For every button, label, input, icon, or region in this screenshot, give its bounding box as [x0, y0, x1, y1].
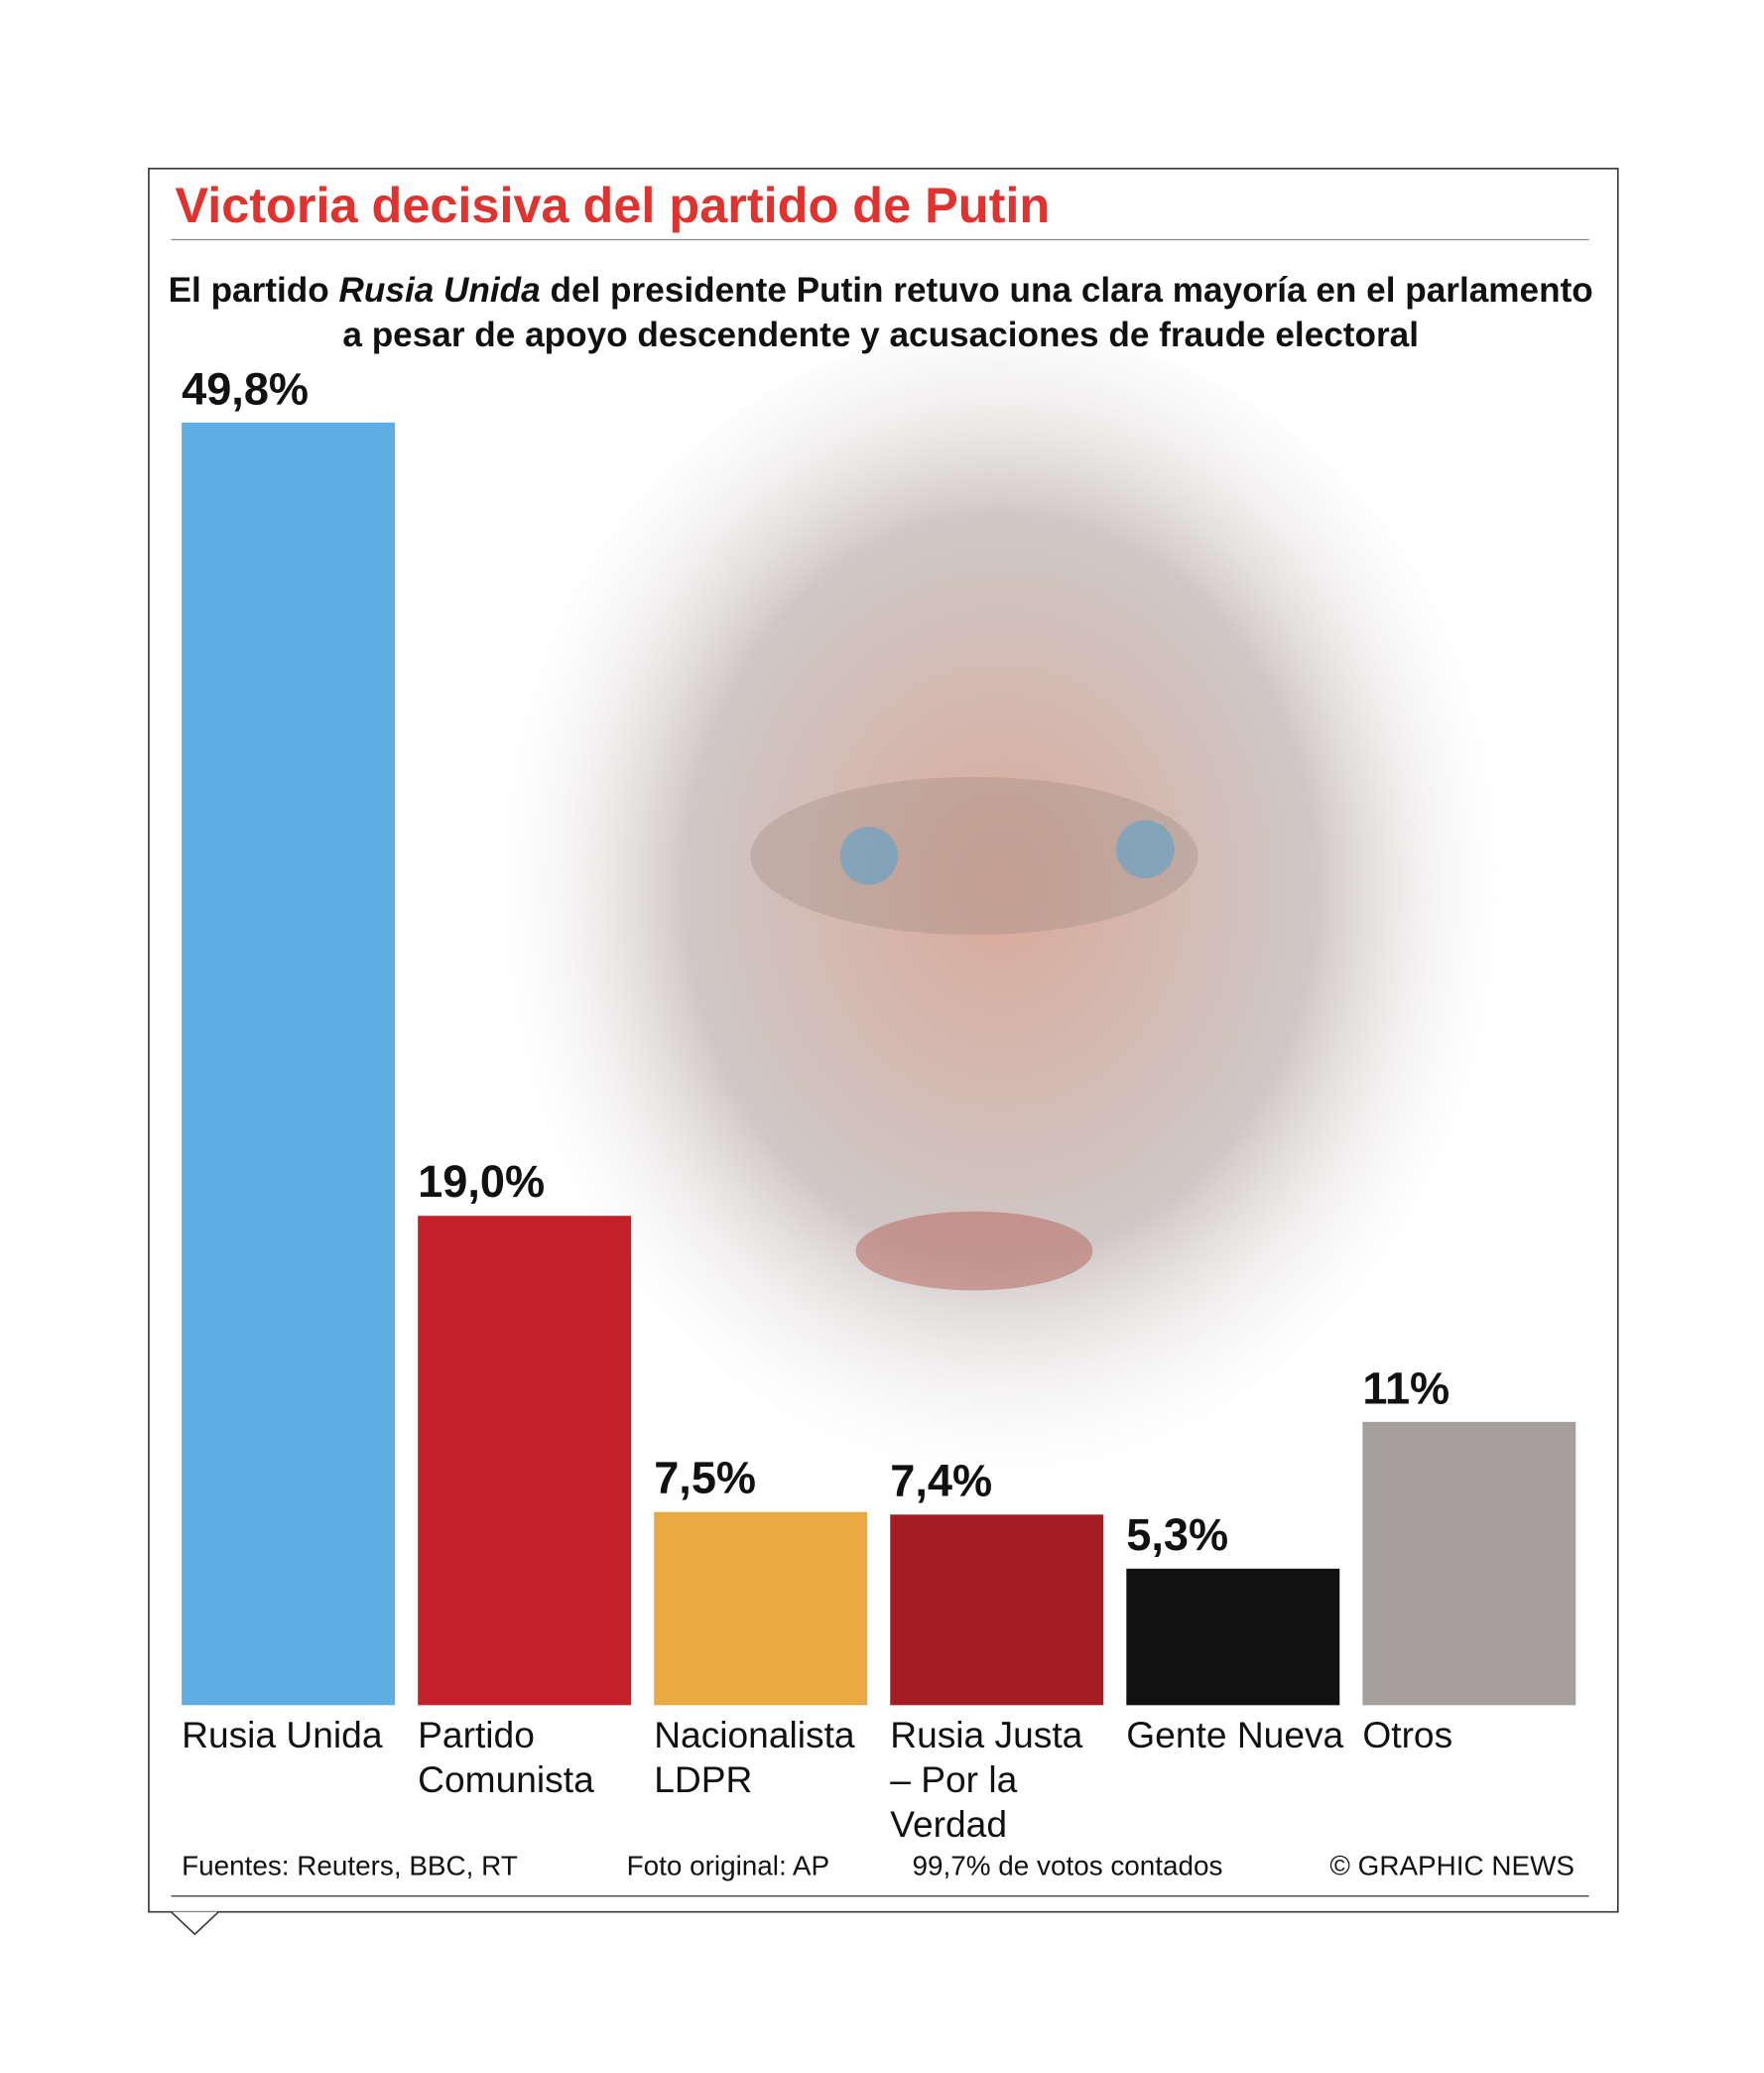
value-label: 7,4% [890, 1456, 993, 1507]
frame [148, 168, 1619, 1913]
category-label: Otros [1362, 1714, 1453, 1755]
bar [890, 1514, 1104, 1706]
photo-backdrop [473, 328, 1528, 1568]
category-label: Nacionalista LDPR [654, 1714, 855, 1800]
value-label: 11% [1362, 1363, 1450, 1414]
category-label: Partido Comunista [418, 1714, 594, 1800]
value-label: 5,3% [1126, 1510, 1229, 1561]
bar [1126, 1568, 1340, 1706]
subtitle-text: del presidente Putin retuvo una clara ma… [342, 270, 1593, 354]
category-label: Gente Nueva [1126, 1714, 1344, 1755]
value-label: 19,0% [418, 1157, 546, 1209]
subtitle: El partido Rusia Unida del presidente Pu… [158, 267, 1603, 356]
category-label: Rusia Unida [182, 1714, 383, 1755]
bar [418, 1216, 632, 1706]
footer-text: Fuentes: Reuters, BBC, RT [182, 1851, 518, 1882]
photo-detail [1116, 820, 1175, 879]
photo-detail [750, 776, 1198, 936]
frame-notch [170, 1911, 219, 1936]
category-label: Rusia Justa – Por la Verdad [890, 1714, 1083, 1845]
photo-detail [855, 1211, 1093, 1291]
bar [654, 1511, 868, 1706]
value-label: 7,5% [654, 1454, 757, 1504]
footer-text: 99,7% de votos contados [912, 1851, 1223, 1882]
footer-text: © GRAPHIC NEWS [1329, 1851, 1575, 1882]
bar [1362, 1421, 1576, 1706]
chart-title: Victoria decisiva del partido de Putin [175, 179, 1051, 235]
photo-detail [839, 827, 898, 885]
footer-text: Foto original: AP [626, 1851, 830, 1882]
subtitle-party: Rusia Unida [338, 270, 541, 310]
subtitle-text: El partido [168, 270, 339, 310]
bar [182, 422, 396, 1706]
value-label: 49,8% [182, 364, 310, 415]
